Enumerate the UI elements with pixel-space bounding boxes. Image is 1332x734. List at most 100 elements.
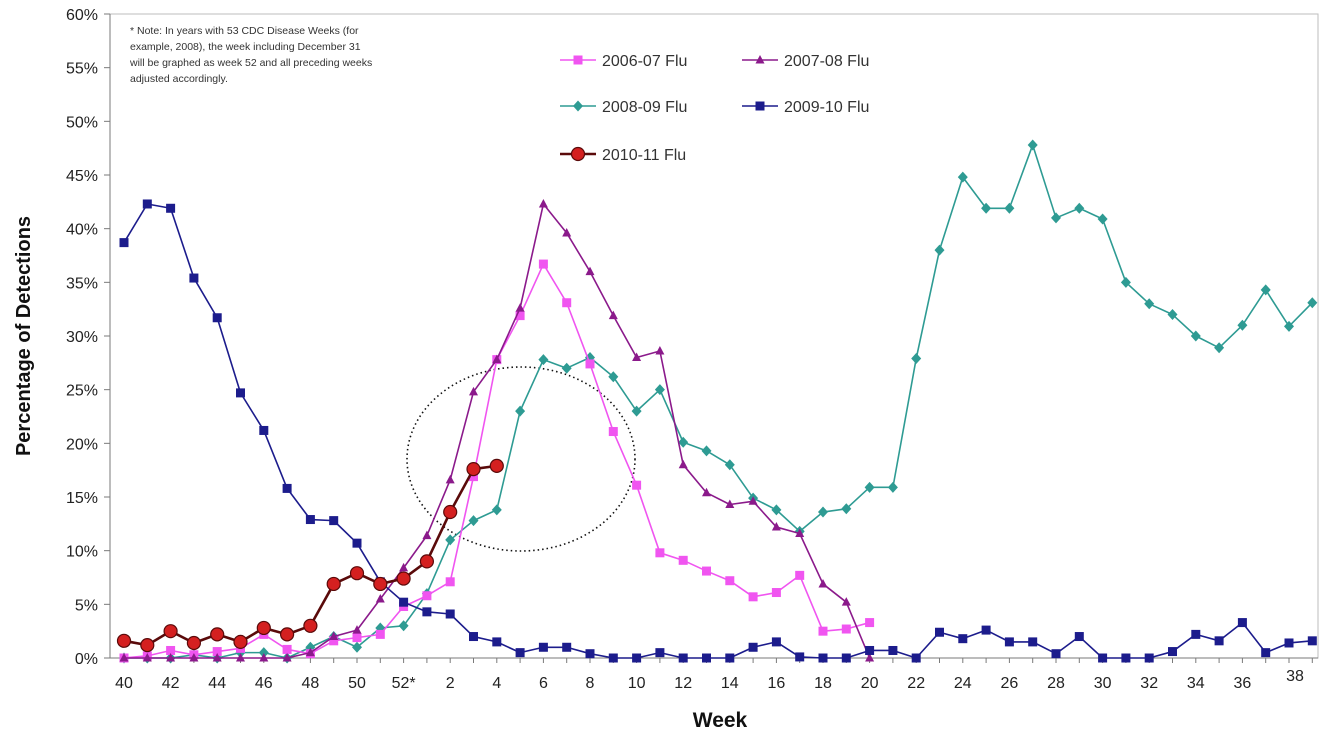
data-point-2009-10-flu [142, 199, 152, 209]
data-point-2010-11-flu [419, 554, 434, 569]
data-point-2008-09-flu [1260, 284, 1271, 296]
highlight-ellipse [406, 366, 636, 552]
y-tick-label: 40% [66, 222, 98, 239]
data-point-2008-09-flu [491, 504, 502, 516]
data-point-2009-10-flu [608, 653, 618, 663]
note-line: adjusted accordingly. [130, 73, 228, 85]
data-point-2008-09-flu [258, 647, 269, 659]
data-point-2006-07-flu [748, 592, 758, 602]
data-point-2006-07-flu [608, 427, 618, 437]
legend-label-2010-11-flu: 2010-11 Flu [602, 147, 686, 164]
data-point-2010-11-flu [326, 576, 341, 592]
data-point-2009-10-flu [1074, 632, 1084, 642]
x-tick-label: 48 [302, 675, 320, 692]
series-line-2010-11-flu [123, 464, 497, 647]
data-point-2006-07-flu [282, 644, 292, 654]
data-point-2008-09-flu [631, 405, 642, 417]
data-point-2007-08-flu [841, 597, 851, 606]
y-tick-label: 15% [66, 490, 98, 507]
data-point-2009-10-flu [865, 645, 875, 655]
data-point-2009-10-flu [585, 649, 595, 659]
x-tick-label: 6 [539, 675, 548, 692]
x-tick-label: 36 [1234, 675, 1252, 692]
data-point-2007-08-flu [632, 352, 642, 361]
data-point-2010-11-flu [116, 633, 132, 648]
data-point-2008-09-flu [352, 641, 362, 653]
data-point-2008-09-flu [678, 436, 689, 448]
data-point-2008-09-flu [398, 620, 409, 632]
data-point-2009-10-flu [748, 642, 758, 652]
data-point-2010-11-flu [443, 504, 458, 520]
x-tick-label: 28 [1047, 675, 1065, 692]
x-tick-label: 44 [208, 675, 226, 692]
x-tick-label: 18 [814, 675, 832, 692]
data-point-2006-07-flu [795, 570, 805, 580]
data-point-2009-10-flu [841, 653, 851, 663]
data-point-2009-10-flu [329, 516, 339, 526]
data-point-2009-10-flu [422, 607, 432, 617]
data-point-2009-10-flu [911, 653, 921, 663]
data-point-2009-10-flu [305, 515, 315, 525]
data-point-2009-10-flu [1121, 653, 1131, 663]
data-point-2006-07-flu [329, 636, 339, 646]
data-point-2010-11-flu [373, 576, 388, 592]
data-point-2009-10-flu [981, 625, 991, 635]
data-point-2008-09-flu [468, 515, 479, 527]
data-point-2008-09-flu [818, 506, 828, 518]
data-point-2007-08-flu [748, 496, 758, 505]
data-point-2010-11-flu [396, 571, 411, 586]
data-point-2009-10-flu [795, 652, 805, 662]
x-tick-label: 26 [1001, 675, 1019, 692]
data-point-2006-07-flu [702, 566, 711, 576]
data-point-2009-10-flu [212, 313, 222, 323]
legend-marker-2009-10-flu [755, 101, 765, 111]
data-point-2009-10-flu [678, 653, 688, 663]
x-tick-label: 20 [861, 675, 879, 692]
data-point-2007-08-flu [282, 653, 292, 662]
data-point-2010-11-flu [210, 627, 225, 642]
data-point-2006-07-flu [515, 311, 525, 321]
legend-marker-2008-09-flu [573, 100, 583, 112]
data-point-2009-10-flu [469, 632, 478, 642]
data-point-2007-08-flu [608, 310, 618, 320]
data-point-2007-08-flu [585, 266, 595, 276]
x-tick-label: 50 [348, 675, 366, 692]
y-tick-label: 30% [66, 329, 98, 346]
data-point-2009-10-flu [1098, 653, 1108, 663]
data-point-2007-08-flu [445, 474, 455, 484]
data-point-2008-09-flu [1214, 342, 1225, 354]
x-tick-label: 42 [162, 675, 180, 692]
data-point-2009-10-flu [259, 425, 269, 435]
data-point-2007-08-flu [562, 227, 572, 237]
x-axis-title: Week [693, 709, 748, 732]
y-tick-label: 5% [75, 597, 98, 614]
x-tick-label: 10 [628, 675, 646, 692]
data-point-2008-09-flu [608, 371, 619, 383]
data-point-2007-08-flu [166, 653, 176, 662]
data-point-2009-10-flu [515, 648, 525, 658]
data-point-2010-11-flu [186, 635, 201, 651]
data-point-2009-10-flu [632, 653, 642, 663]
data-point-2008-09-flu [724, 459, 735, 471]
data-point-2010-11-flu [303, 618, 318, 633]
data-point-2009-10-flu [1261, 648, 1271, 658]
data-point-2008-09-flu [1237, 319, 1248, 331]
data-point-2006-07-flu [166, 645, 176, 655]
y-tick-label: 60% [66, 7, 98, 24]
x-tick-label: 4 [492, 675, 501, 692]
data-point-2009-10-flu [352, 538, 362, 548]
data-point-2009-10-flu [958, 634, 968, 644]
x-tick-label: 38 [1286, 668, 1304, 685]
data-point-2009-10-flu [119, 238, 129, 248]
data-point-2008-09-flu [957, 171, 968, 183]
data-point-2007-08-flu [422, 530, 432, 540]
data-point-2009-10-flu [445, 609, 455, 619]
data-point-2010-11-flu [280, 627, 295, 642]
data-point-2009-10-flu [888, 645, 898, 655]
data-point-2007-08-flu [492, 354, 502, 364]
data-point-2007-08-flu [305, 647, 315, 657]
data-point-2007-08-flu [795, 528, 805, 537]
data-point-2010-11-flu [140, 638, 155, 653]
legend-label-2008-09-flu: 2008-09 Flu [602, 99, 687, 116]
